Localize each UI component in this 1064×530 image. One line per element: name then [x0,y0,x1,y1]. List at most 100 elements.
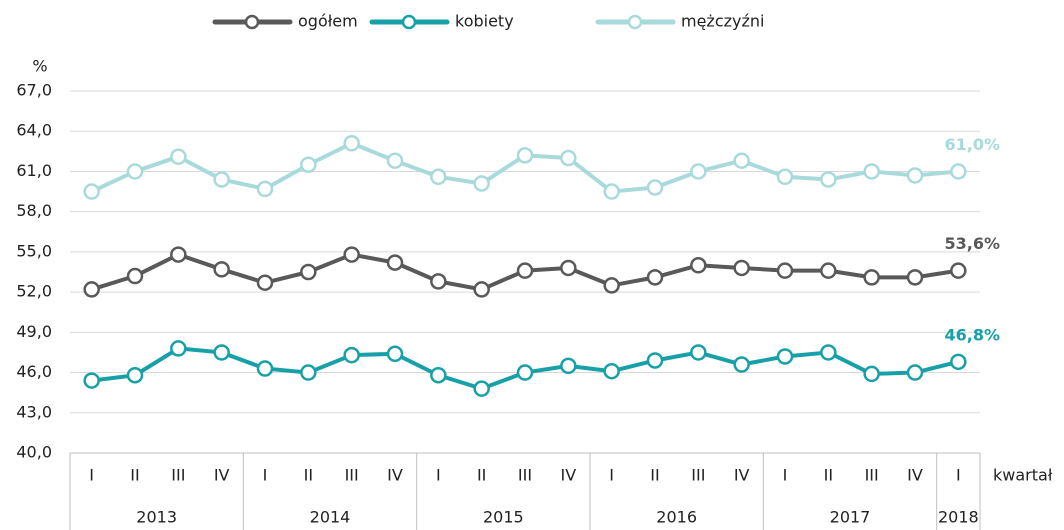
point [646,179,664,196]
point [170,148,187,165]
y-tick-label: 40,0 [16,443,52,462]
x-group-label: 2015 [483,508,524,527]
x-group-label: 2013 [136,508,177,527]
point [170,246,187,263]
point [776,168,794,186]
x-tick-label: III [691,466,705,485]
x-tick-label: II [824,466,833,485]
x-axis-label: kwartał [993,466,1053,485]
point [820,262,837,279]
x-tick-label: I [263,466,268,485]
x-tick-label: II [477,466,486,485]
y-tick-label: 46,0 [16,362,52,381]
x-tick-label: I [956,466,961,485]
point [343,135,360,152]
point [343,246,360,263]
legend-marker [627,14,643,30]
point [906,167,924,184]
x-tick-label: I [89,466,94,485]
data-label: 53,6% [944,234,1000,253]
point [300,156,317,173]
point [776,348,794,365]
point [256,360,274,377]
point [733,356,750,373]
point [516,364,534,381]
point [733,259,750,277]
point [386,254,404,271]
x-tick-label: IV [214,466,230,485]
point [950,262,967,279]
data-label: 61,0% [944,135,1000,154]
point [213,344,230,361]
y-tick-label: 58,0 [16,201,52,220]
point [83,183,100,200]
legend-label: mężczyźni [681,12,764,31]
point [646,269,664,286]
x-tick-label: III [345,466,359,485]
point [603,183,620,200]
y-tick-label: 49,0 [16,322,52,341]
y-tick-label: 61,0 [16,161,52,180]
x-tick-label: III [865,466,879,485]
point [83,281,100,298]
x-tick-label: II [650,466,659,485]
point [430,366,447,384]
legend-label: kobiety [455,12,514,31]
point [473,380,490,397]
x-tick-label: I [783,466,788,485]
x-group-label: 2016 [656,508,697,527]
point [300,364,317,381]
point [603,362,620,380]
x-group-label: 2014 [310,508,351,527]
y-tick-label: 67,0 [16,81,52,100]
x-tick-label: IV [560,466,576,485]
point [430,168,447,186]
point [516,147,534,164]
point [820,344,837,361]
point [126,366,144,384]
point [733,152,750,169]
legend-marker [244,14,260,30]
legend-label: ogółem [298,12,358,31]
point [213,171,230,188]
point [820,171,837,188]
x-tick-label: IV [907,466,923,485]
point [83,372,100,389]
x-tick-label: I [436,466,441,485]
point [473,281,490,298]
point [906,269,924,286]
legend-marker [401,14,417,30]
x-tick-label: IV [387,466,403,485]
point [863,269,880,286]
point [690,257,707,274]
data-label: 46,8% [944,325,1000,344]
point [213,261,230,278]
point [386,345,404,363]
point [473,175,490,192]
point [560,357,577,375]
point [863,163,880,180]
point [300,263,317,281]
x-group-label: 2018 [938,508,979,527]
point [863,365,880,383]
point [386,152,404,169]
y-axis-label: % [32,57,47,76]
point [126,163,144,180]
point [646,352,664,369]
point [950,353,967,371]
x-tick-label: II [304,466,313,485]
y-tick-label: 52,0 [16,282,52,301]
point [906,364,924,381]
y-tick-label: 64,0 [16,121,52,140]
point [560,259,577,277]
point [516,262,534,279]
point [603,277,620,294]
x-group-label: 2017 [830,508,871,527]
point [560,149,577,167]
point [690,163,707,180]
point [170,340,187,357]
point [256,180,274,198]
x-tick-label: III [171,466,185,485]
y-tick-label: 55,0 [16,241,52,260]
point [256,274,274,291]
